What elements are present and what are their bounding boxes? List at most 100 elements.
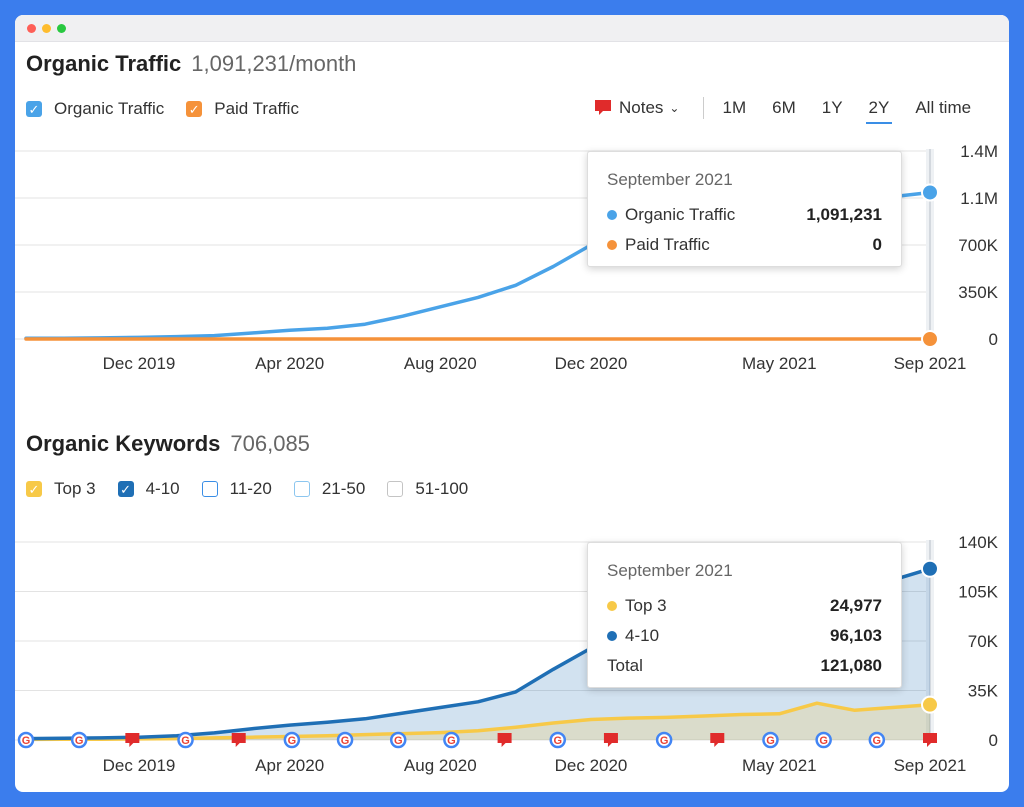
legend-4-10[interactable]: ✓ 4-10: [117, 479, 180, 499]
google-update-icon[interactable]: G: [283, 731, 301, 749]
series-end-point: [921, 330, 939, 348]
note-icon: [710, 733, 725, 747]
svg-text:G: G: [394, 735, 403, 747]
google-update-icon[interactable]: G: [389, 731, 407, 749]
y-tick-label: 70K: [968, 632, 999, 651]
svg-text:G: G: [873, 735, 882, 747]
svg-text:G: G: [819, 735, 828, 747]
traffic-value: 1,091,231/month: [191, 51, 357, 76]
svg-text:G: G: [447, 735, 456, 747]
legend-label: 11-20: [229, 479, 272, 498]
traffic-legend: ✓ Organic Traffic ✓ Paid Traffic: [26, 99, 321, 119]
series-area: [26, 703, 930, 740]
series-end-point: [921, 695, 939, 714]
google-update-icon[interactable]: G: [762, 731, 779, 749]
svg-text:G: G: [341, 735, 350, 747]
google-update-icon[interactable]: G: [336, 731, 354, 749]
tooltip-row: 4-10 96,103: [607, 621, 882, 651]
note-icon: [231, 733, 246, 747]
google-update-icon[interactable]: G: [177, 731, 194, 749]
x-tick-label: May 2021: [742, 756, 817, 775]
tooltip-row-value: 0: [872, 235, 882, 254]
note-icon: [125, 733, 140, 747]
close-window-icon[interactable]: [27, 23, 36, 33]
keywords-legend: ✓ Top 3 ✓ 4-10 11-20 21-50 51-100: [26, 479, 490, 499]
series-dot-icon: [607, 601, 617, 611]
tooltip-date: September 2021: [607, 561, 733, 580]
range-1y[interactable]: 1Y: [821, 98, 843, 117]
checkbox-unchecked-icon[interactable]: [201, 481, 218, 497]
legend-label: 4-10: [145, 479, 180, 498]
range-2y[interactable]: 2Y: [865, 98, 893, 124]
divider: [703, 97, 705, 119]
notes-dropdown[interactable]: Notes ⌄: [593, 98, 679, 118]
y-tick-label: 105K: [958, 583, 998, 602]
legend-top-3[interactable]: ✓ Top 3: [26, 479, 96, 499]
note-icon: [923, 733, 937, 747]
maximize-window-icon[interactable]: [57, 23, 66, 33]
window-titlebar: [15, 15, 1009, 42]
tooltip-row-label: Paid Traffic: [625, 235, 710, 254]
range-1m[interactable]: 1M: [722, 98, 747, 117]
y-tick-label: 35K: [968, 682, 999, 701]
google-update-icon[interactable]: G: [549, 731, 567, 749]
app-window: Organic Traffic 1,091,231/month ✓ Organic…: [15, 15, 1009, 792]
note-icon: [497, 733, 512, 747]
note-icon: [595, 100, 611, 115]
google-update-icon[interactable]: G: [70, 731, 88, 749]
svg-text:G: G: [766, 735, 775, 747]
checkbox-checked-icon[interactable]: ✓: [26, 101, 42, 117]
tooltip-row-label: Top 3: [625, 596, 667, 615]
google-update-icon[interactable]: G: [868, 731, 886, 749]
notes-label: Notes: [619, 98, 664, 117]
series-area: [26, 568, 930, 740]
keywords-title: Organic Keywords: [26, 431, 221, 456]
checkbox-unchecked-icon[interactable]: [387, 481, 404, 497]
legend-paid-traffic[interactable]: ✓ Paid Traffic: [186, 99, 299, 119]
legend-51-100[interactable]: 51-100: [387, 479, 468, 499]
svg-text:G: G: [22, 735, 31, 747]
minimize-window-icon[interactable]: [42, 23, 51, 33]
google-update-icon[interactable]: G: [655, 731, 673, 749]
series-end-point: [921, 183, 939, 202]
y-tick-label: 0: [989, 330, 998, 349]
series-dot-icon: [607, 210, 617, 220]
range-6m[interactable]: 6M: [772, 98, 796, 117]
tooltip-row-label: Organic Traffic: [625, 205, 736, 224]
tooltip-row: Total 121,080: [607, 651, 882, 681]
tooltip-row-value: 96,103: [830, 626, 882, 645]
series-end-point: [921, 559, 939, 578]
checkbox-checked-icon[interactable]: ✓: [26, 481, 42, 497]
legend-11-20[interactable]: 11-20: [201, 479, 272, 499]
traffic-title: Organic Traffic: [26, 51, 182, 76]
svg-text:G: G: [181, 735, 190, 747]
checkbox-checked-icon[interactable]: ✓: [117, 481, 134, 497]
y-tick-label: 1.4M: [960, 142, 998, 161]
legend-organic-traffic[interactable]: ✓ Organic Traffic: [26, 99, 164, 119]
svg-text:G: G: [553, 735, 562, 747]
x-tick-label: Sep 2021: [894, 354, 967, 373]
range-all-time[interactable]: All time: [915, 98, 972, 117]
y-tick-label: 350K: [958, 283, 998, 302]
x-tick-label: Dec 2019: [103, 354, 176, 373]
checkbox-checked-icon[interactable]: ✓: [186, 101, 203, 117]
legend-label: Top 3: [54, 479, 96, 498]
x-tick-label: Dec 2020: [555, 354, 628, 373]
x-tick-label: Aug 2020: [404, 756, 477, 775]
x-tick-label: May 2021: [742, 354, 817, 373]
checkbox-unchecked-icon[interactable]: [293, 481, 310, 497]
x-tick-label: Dec 2019: [103, 756, 176, 775]
legend-21-50[interactable]: 21-50: [293, 479, 366, 499]
series-dot-icon: [607, 240, 617, 250]
tooltip-row: Organic Traffic 1,091,231: [607, 200, 882, 230]
x-tick-label: Apr 2020: [255, 354, 324, 373]
google-update-icon[interactable]: G: [815, 731, 832, 749]
chart-controls: Notes ⌄ 1M 6M 1Y 2Y All time: [593, 97, 997, 124]
tooltip-row-label: Total: [607, 656, 643, 675]
series-dot-icon: [607, 631, 617, 641]
legend-label: 21-50: [321, 479, 366, 498]
google-update-icon[interactable]: G: [17, 731, 35, 749]
keywords-tooltip: September 2021 Top 3 24,977 4-10 96,103 …: [587, 542, 902, 688]
google-update-icon[interactable]: G: [443, 731, 460, 749]
tooltip-row-value: 121,080: [820, 656, 882, 675]
